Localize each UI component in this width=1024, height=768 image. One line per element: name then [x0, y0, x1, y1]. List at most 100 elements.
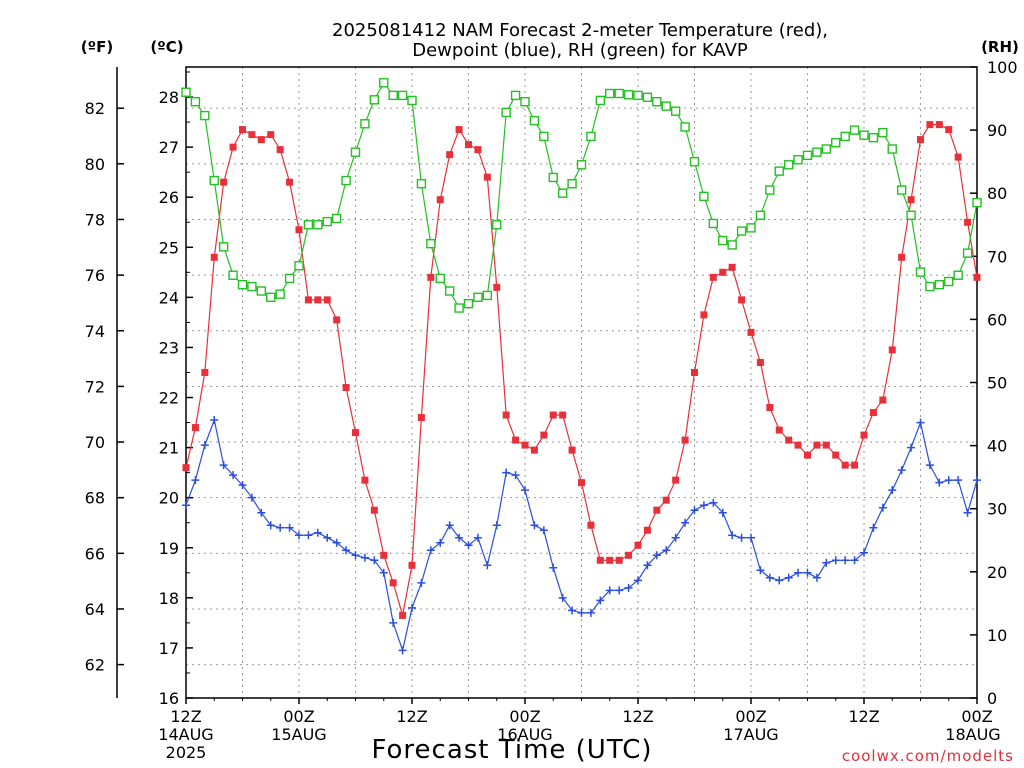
data-point-dewpoint	[257, 508, 266, 517]
data-point-temperature	[295, 226, 303, 234]
data-point-dewpoint	[455, 533, 464, 542]
data-point-temperature	[530, 446, 538, 454]
celsius-tick-label: 25	[159, 238, 179, 257]
data-point-dewpoint	[238, 481, 247, 490]
data-point-dewpoint	[690, 506, 699, 515]
data-point-temperature	[286, 178, 294, 186]
data-point-temperature	[220, 178, 228, 186]
data-point-rh	[906, 210, 916, 220]
data-point-temperature	[625, 551, 633, 559]
fahrenheit-tick-label: 80	[85, 155, 105, 174]
data-point-rh	[360, 119, 370, 129]
data-point-dewpoint	[473, 533, 482, 542]
data-point-dewpoint	[464, 541, 473, 550]
data-point-dewpoint	[973, 476, 981, 485]
data-point-dewpoint	[709, 498, 718, 507]
data-point-dewpoint	[841, 556, 850, 565]
x-tick-label: 2025	[166, 743, 207, 762]
data-point-temperature	[587, 521, 595, 529]
rh-tick-label: 20	[987, 563, 1007, 582]
data-point-temperature	[540, 431, 548, 439]
data-point-temperature	[333, 316, 341, 324]
data-point-temperature	[822, 441, 830, 449]
data-point-temperature	[229, 143, 237, 151]
data-point-temperature	[352, 429, 359, 437]
data-point-rh	[802, 150, 813, 161]
data-point-rh	[670, 106, 681, 116]
data-point-dewpoint	[596, 596, 605, 605]
data-point-temperature	[879, 396, 887, 404]
data-point-dewpoint	[577, 608, 586, 617]
celsius-tick-label: 16	[159, 689, 179, 708]
celsius-tick-label: 21	[159, 439, 179, 458]
data-point-dewpoint	[492, 521, 501, 530]
data-point-rh	[849, 125, 860, 135]
data-point-dewpoint	[925, 461, 934, 470]
data-point-dewpoint	[699, 501, 708, 510]
data-point-rh	[896, 185, 907, 195]
celsius-tick-label: 20	[159, 489, 179, 508]
data-point-dewpoint	[342, 546, 351, 555]
data-point-rh	[331, 213, 342, 224]
data-point-rh	[190, 97, 201, 107]
data-point-temperature	[841, 461, 849, 469]
data-point-dewpoint	[671, 533, 680, 542]
data-point-dewpoint	[182, 501, 190, 510]
plot-frame	[116, 66, 978, 699]
rh-tick-label: 10	[987, 626, 1007, 645]
data-point-temperature	[869, 409, 877, 417]
data-point-dewpoint	[558, 593, 567, 602]
data-point-rh	[783, 160, 794, 170]
data-point-rh	[821, 144, 832, 154]
data-point-rh	[209, 175, 219, 186]
data-point-dewpoint	[775, 576, 784, 585]
data-point-temperature	[465, 141, 472, 149]
data-point-rh	[341, 175, 351, 186]
data-point-rh	[463, 298, 474, 309]
data-point-dewpoint	[530, 521, 539, 530]
data-point-rh	[539, 131, 549, 142]
data-point-dewpoint	[445, 521, 454, 530]
data-point-temperature	[502, 411, 510, 419]
rh-tick-label: 70	[987, 247, 1007, 266]
data-point-rh	[416, 179, 427, 189]
data-point-temperature	[775, 426, 783, 434]
celsius-tick-label: 24	[159, 288, 179, 307]
data-point-dewpoint	[417, 578, 426, 587]
fahrenheit-axis-unit: (ºF)	[81, 38, 113, 56]
data-point-dewpoint	[266, 521, 275, 530]
data-point-temperature	[898, 253, 906, 261]
data-point-dewpoint	[765, 573, 774, 582]
data-point-temperature	[794, 441, 802, 449]
data-point-dewpoint	[822, 558, 831, 567]
data-point-temperature	[201, 368, 209, 376]
data-point-dewpoint	[219, 461, 228, 470]
data-point-temperature	[474, 146, 482, 154]
data-point-dewpoint	[379, 568, 388, 577]
x-tick-label: 00Z	[961, 707, 992, 726]
data-point-rh	[520, 97, 530, 107]
fahrenheit-tick-label: 64	[85, 600, 105, 619]
data-point-temperature	[653, 506, 661, 514]
celsius-tick-label: 27	[159, 138, 179, 157]
x-tick-label: 00Z	[735, 707, 766, 726]
x-tick-label: 15AUG	[271, 725, 326, 744]
data-point-dewpoint	[389, 618, 398, 627]
data-point-dewpoint	[360, 553, 369, 562]
celsius-axis-unit: (ºC)	[150, 38, 183, 56]
data-point-temperature	[408, 561, 416, 569]
data-point-dewpoint	[954, 476, 963, 485]
data-point-dewpoint	[605, 586, 614, 595]
data-point-rh	[915, 267, 926, 277]
x-tick-label: 16AUG	[497, 725, 552, 744]
data-point-rh	[953, 270, 963, 280]
data-point-temperature	[747, 328, 755, 336]
fahrenheit-tick-label: 74	[85, 322, 105, 341]
data-point-dewpoint	[963, 508, 972, 517]
data-point-dewpoint	[944, 476, 953, 485]
data-point-rh	[350, 147, 361, 157]
data-point-dewpoint	[295, 531, 303, 540]
data-point-rh	[181, 87, 191, 97]
